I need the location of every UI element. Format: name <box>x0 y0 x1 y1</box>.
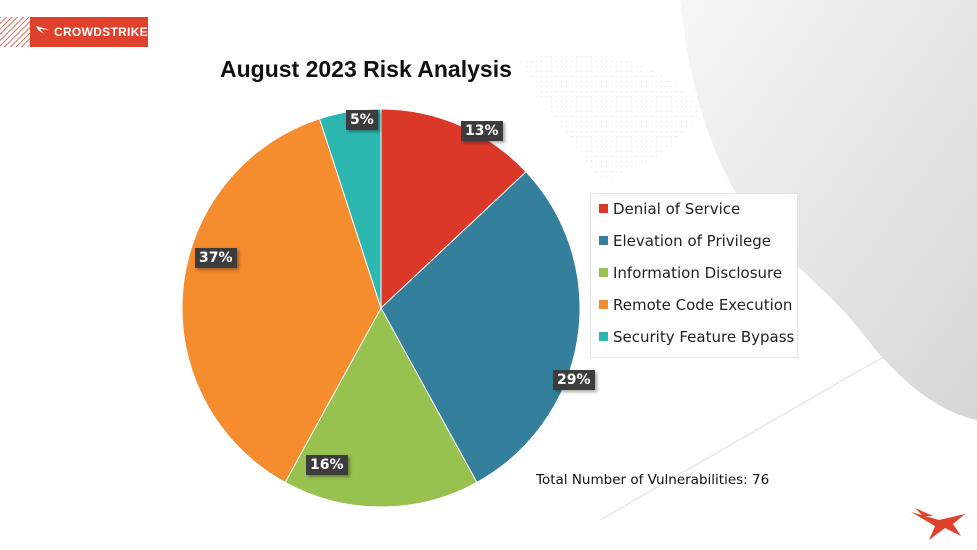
data-label-security-feature-bypass: 5% <box>346 110 378 130</box>
crowdstrike-logo: CROWDSTRIKE <box>0 17 148 47</box>
legend-item-information-disclosure: Information Disclosure <box>599 264 782 282</box>
legend-swatch <box>599 236 608 245</box>
pie-slice-elevation-of-privilege <box>380 171 581 484</box>
data-label-remote-code-execution: 37% <box>195 248 237 268</box>
legend-label: Security Feature Bypass <box>613 328 795 346</box>
legend-swatch <box>599 268 608 277</box>
total-vulnerabilities-note: Total Number of Vulnerabilities: 76 <box>536 472 770 488</box>
pie-slice-denial-of-service <box>380 108 527 310</box>
legend-swatch <box>599 204 608 213</box>
chart-legend: Denial of Service Elevation of Privilege… <box>590 193 798 358</box>
logo-text: CROWDSTRIKE <box>54 25 148 39</box>
legend-item-elevation-of-privilege: Elevation of Privilege <box>599 232 771 250</box>
data-label-information-disclosure: 16% <box>306 455 348 475</box>
pie-slice-remote-code-execution <box>181 118 382 484</box>
falcon-icon <box>911 508 965 540</box>
legend-item-denial-of-service: Denial of Service <box>599 200 740 218</box>
legend-swatch <box>599 300 608 309</box>
legend-label: Remote Code Execution <box>613 296 793 314</box>
data-label-elevation-of-privilege: 29% <box>553 370 595 390</box>
legend-label: Denial of Service <box>613 200 741 218</box>
legend-item-security-feature-bypass: Security Feature Bypass <box>599 328 794 346</box>
legend-label: Information Disclosure <box>613 264 783 282</box>
legend-item-remote-code-execution: Remote Code Execution <box>599 296 792 314</box>
chart-title: August 2023 Risk Analysis <box>220 56 512 82</box>
legend-swatch <box>599 332 608 341</box>
logo-box: CROWDSTRIKE <box>30 17 148 47</box>
data-label-denial-of-service: 13% <box>461 121 503 141</box>
falcon-mark-icon <box>36 17 52 47</box>
legend-label: Elevation of Privilege <box>613 232 771 250</box>
logo-stripes <box>0 17 32 47</box>
